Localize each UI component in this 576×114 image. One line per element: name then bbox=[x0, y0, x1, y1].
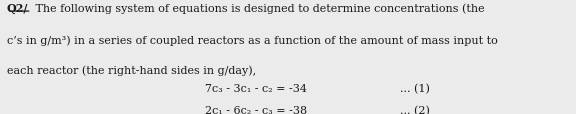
Text: 7c₃ - 3c₁ - c₂ = -34: 7c₃ - 3c₁ - c₂ = -34 bbox=[205, 83, 308, 93]
Text: each reactor (the right-hand sides in g/day),: each reactor (the right-hand sides in g/… bbox=[7, 64, 256, 75]
Text: 2c₁ - 6c₂ - c₃ = -38: 2c₁ - 6c₂ - c₃ = -38 bbox=[205, 105, 308, 114]
Text: ... (2): ... (2) bbox=[400, 105, 430, 114]
Text: The following system of equations is designed to determine concentrations (the: The following system of equations is des… bbox=[32, 3, 484, 14]
Text: ... (1): ... (1) bbox=[400, 83, 430, 93]
Text: c’s in g/m³) in a series of coupled reactors as a function of the amount of mass: c’s in g/m³) in a series of coupled reac… bbox=[7, 35, 498, 45]
Text: Q2/: Q2/ bbox=[7, 3, 28, 14]
